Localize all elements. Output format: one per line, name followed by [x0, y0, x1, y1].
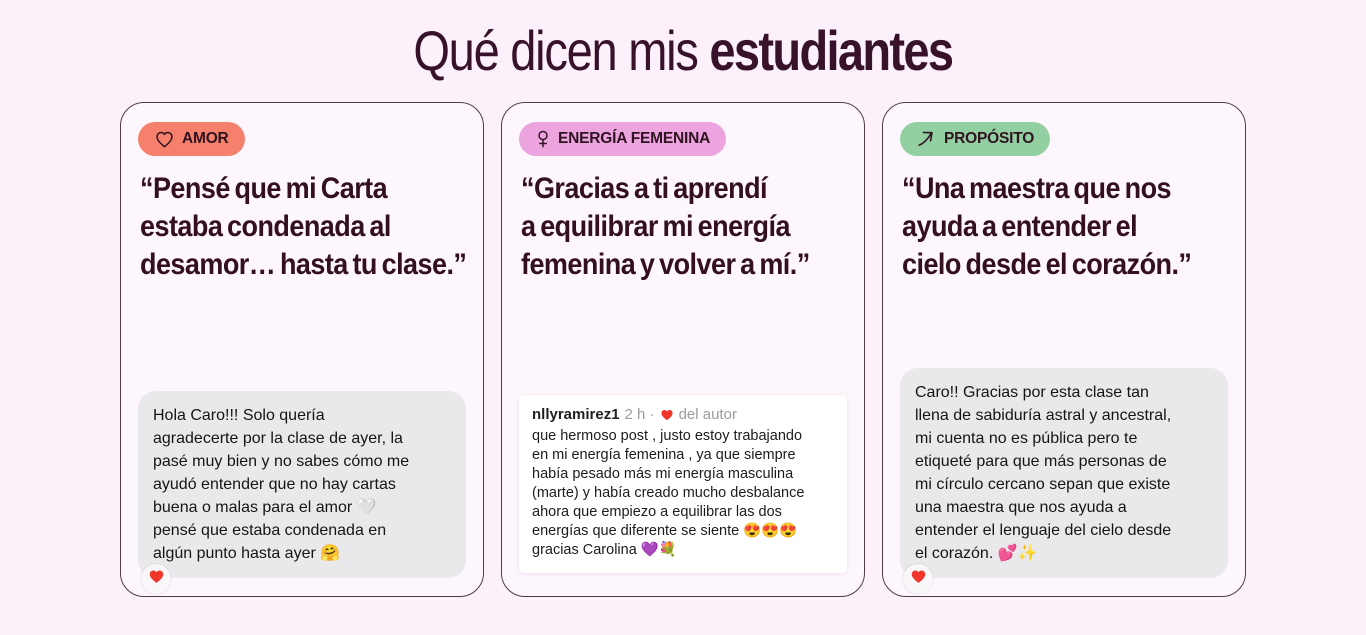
instagram-comment: nllyramirez1 2 h · del autor que hermoso… — [519, 395, 847, 573]
page-title-bold: estudiantes — [709, 18, 955, 82]
testimonial-card-energia-femenina: ENERGÍA FEMENINA “Gracias a ti aprendí a… — [501, 102, 865, 597]
badge-label: PROPÓSITO — [944, 130, 1035, 147]
category-badge-energia-femenina: ENERGÍA FEMENINA — [519, 122, 727, 156]
testimonial-card-amor: AMOR “Pensé que mi Carta estaba condenad… — [120, 102, 484, 597]
red-heart-icon — [910, 568, 927, 590]
heart-outline-icon — [154, 129, 175, 150]
testimonial-quote: “Una maestra que nos ayuda a entender el… — [902, 172, 1192, 281]
red-heart-icon — [148, 568, 165, 590]
imessage-bubble: Hola Caro!!! Solo quería agradecerte por… — [138, 391, 466, 594]
comment-username: nllyramirez1 — [532, 406, 620, 423]
page-title-regular: Qué dicen mis — [413, 18, 710, 82]
comment-text: que hermoso post , justo estoy trabajand… — [532, 428, 805, 558]
arrow-up-right-icon — [916, 129, 937, 150]
page-title: Qué dicen mis estudiantes — [0, 14, 1366, 86]
imessage-bubble: Caro!! Gracias por esta clase tan llena … — [900, 368, 1228, 594]
testimonial-cards: AMOR “Pensé que mi Carta estaba condenad… — [0, 102, 1366, 597]
testimonial-quote: “Pensé que mi Carta estaba condenada al … — [140, 172, 467, 281]
testimonial-card-proposito: PROPÓSITO “Una maestra que nos ayuda a e… — [882, 102, 1246, 597]
testimonial-quote: “Gracias a ti aprendí a equilibrar mi en… — [521, 172, 810, 281]
category-badge-proposito: PROPÓSITO — [900, 122, 1051, 156]
category-badge-amor: AMOR — [138, 122, 245, 156]
message-text: Hola Caro!!! Solo quería agradecerte por… — [153, 407, 410, 562]
badge-label: ENERGÍA FEMENINA — [558, 130, 711, 147]
female-symbol-icon — [535, 129, 551, 150]
comment-header: nllyramirez1 2 h · del autor — [532, 406, 834, 423]
badge-label: AMOR — [182, 130, 229, 147]
message-text: Caro!! Gracias por esta clase tan llena … — [915, 384, 1172, 562]
comment-author-note: del autor — [678, 406, 737, 423]
heart-reaction — [141, 564, 171, 594]
comment-timestamp: 2 h · — [624, 406, 655, 423]
red-heart-icon — [660, 408, 674, 422]
heart-reaction — [903, 564, 933, 594]
